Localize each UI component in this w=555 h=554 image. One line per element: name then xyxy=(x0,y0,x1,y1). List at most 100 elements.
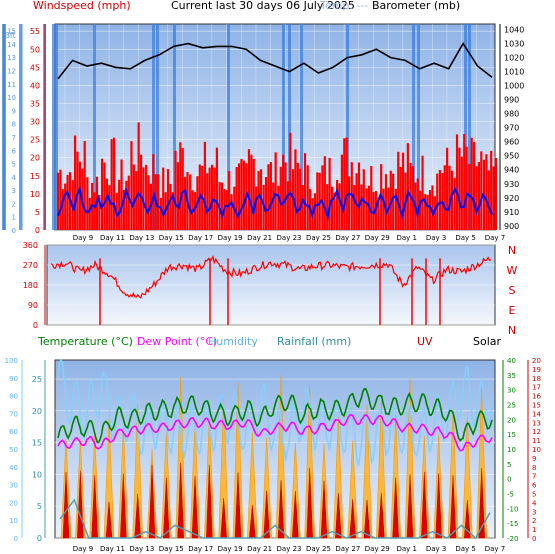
bft-tick-label: 1 xyxy=(12,214,16,222)
wind-tick-label: 25 xyxy=(30,136,40,145)
calm-bar xyxy=(55,24,58,230)
x-tick-label: Day 7 xyxy=(485,545,506,553)
wind-axes: 0510152025303540455055012345678910111213… xyxy=(4,26,524,242)
temp-tick-label: 10 xyxy=(507,446,516,454)
rain-tick-label: 10 xyxy=(32,470,42,479)
baro-tick-label: 900 xyxy=(504,222,519,231)
uv-tick-label: 5 xyxy=(532,491,536,499)
uv-peak xyxy=(277,480,285,539)
legend-uv: UV xyxy=(417,335,433,348)
barometer-series xyxy=(57,42,493,80)
uv-tick-label: 4 xyxy=(532,499,537,507)
baro-tick-label: 960 xyxy=(504,138,519,147)
temp-axes: 01020304050607080901000510152025-20-15-1… xyxy=(5,357,542,553)
x-tick-label: Day 27 xyxy=(335,545,360,553)
legend-humidity: Humidity xyxy=(208,335,258,348)
bft-tick-label: 0 xyxy=(12,227,16,235)
baro-tick-label: 1000 xyxy=(504,82,524,91)
x-tick-label: Day 11 xyxy=(100,545,125,553)
bft-tick-label: 2 xyxy=(12,200,16,208)
uv-peak xyxy=(177,463,184,539)
wind-tick-label: 35 xyxy=(30,100,40,109)
x-tick-label: Day 11 xyxy=(100,234,125,242)
bft-tick-label: 6 xyxy=(12,147,17,155)
baro-tick-label: 990 xyxy=(504,96,519,105)
uv-peak xyxy=(191,476,199,539)
compass-label: E xyxy=(509,304,516,317)
direction-line xyxy=(50,254,492,299)
x-tick-label: Day 19 xyxy=(218,234,243,242)
calm-bar xyxy=(412,24,415,230)
uv-peak xyxy=(421,471,428,539)
legend-rainfall: Rainfall (mm) xyxy=(277,335,352,348)
bft-tick-label: 12 xyxy=(7,68,16,76)
humidity-tick-label: 80 xyxy=(9,393,18,401)
bft-tick-label: 15 xyxy=(7,28,16,36)
x-tick-label: Day 19 xyxy=(218,545,243,553)
calm-bar xyxy=(346,24,349,230)
x-tick-label: Day 3 xyxy=(426,234,447,242)
x-tick-label: Day 7 xyxy=(485,234,506,242)
temperature-series xyxy=(57,387,493,444)
calm-bar xyxy=(173,24,176,230)
compass-label: W xyxy=(507,264,518,277)
calm-bar xyxy=(288,24,291,230)
uv-tick-label: 17 xyxy=(532,384,541,392)
chart-title: Current last 30 days 06 July 2025 xyxy=(171,0,355,12)
bft-tick-label: 5 xyxy=(12,161,16,169)
rain-tick-label: 0 xyxy=(37,534,42,543)
wind-tick-label: 5 xyxy=(35,208,40,217)
direction-tick-label: 90 xyxy=(28,301,38,310)
uv-tick-label: 10 xyxy=(532,446,541,454)
legend-windspeed: Windspeed (mph) xyxy=(33,0,131,12)
baro-tick-label: 1020 xyxy=(504,54,524,63)
calm-bar xyxy=(417,24,420,230)
baro-tick-label: 910 xyxy=(504,208,519,217)
calm-bar xyxy=(52,24,55,230)
temp-tick-label: 25 xyxy=(507,402,516,410)
uv-tick-label: 15 xyxy=(532,402,541,410)
temperature-line xyxy=(57,387,493,444)
bft-axis-label: Bft xyxy=(4,31,15,40)
wind-tick-label: 30 xyxy=(30,118,40,127)
wind-tick-label: 50 xyxy=(30,45,40,54)
legend-barometer: Barometer (mb) xyxy=(372,0,461,12)
baro-tick-label: 970 xyxy=(504,124,519,133)
solar-series xyxy=(60,374,487,539)
temp-tick-label: 35 xyxy=(507,372,516,380)
rain-tick-label: 20 xyxy=(32,407,42,416)
x-tick-label: Day 27 xyxy=(335,234,360,242)
compass-label: S xyxy=(509,284,516,297)
legend-dewpoint: Dew Point (°C) xyxy=(137,335,218,348)
bft-tick-label: 7 xyxy=(12,134,16,142)
baro-tick-label: 940 xyxy=(504,166,519,175)
calm-bar xyxy=(156,24,159,230)
compass-label: N xyxy=(508,324,516,337)
temp-overlay-text: Temp. --- xyxy=(320,0,369,12)
calm-bar xyxy=(93,24,96,230)
temp-tick-label: 30 xyxy=(507,387,516,395)
bft-tick-label: 8 xyxy=(12,121,16,129)
rainfall-series xyxy=(59,498,491,540)
x-tick-label: Day 21 xyxy=(247,545,272,553)
uv-tick-label: 0 xyxy=(532,535,536,543)
calm-bar xyxy=(464,24,467,230)
uv-peak xyxy=(148,464,156,539)
uv-peak xyxy=(62,472,70,539)
direction-tick-label: 270 xyxy=(23,261,38,270)
temp-tick-label: 5 xyxy=(507,461,511,469)
baro-tick-label: 980 xyxy=(504,110,519,119)
uv-tick-label: 18 xyxy=(532,375,541,383)
uv-series xyxy=(62,463,485,539)
humidity-line xyxy=(57,358,493,466)
humidity-tick-label: 10 xyxy=(9,517,18,525)
bft-tick-label: 10 xyxy=(7,94,16,102)
baro-tick-label: 930 xyxy=(504,180,519,189)
bft-tick-label: 11 xyxy=(7,81,16,89)
bft-tick-label: 13 xyxy=(7,54,16,62)
wind-tick-label: 45 xyxy=(30,63,40,72)
direction-series xyxy=(50,254,492,325)
x-tick-label: Day 17 xyxy=(188,545,213,553)
